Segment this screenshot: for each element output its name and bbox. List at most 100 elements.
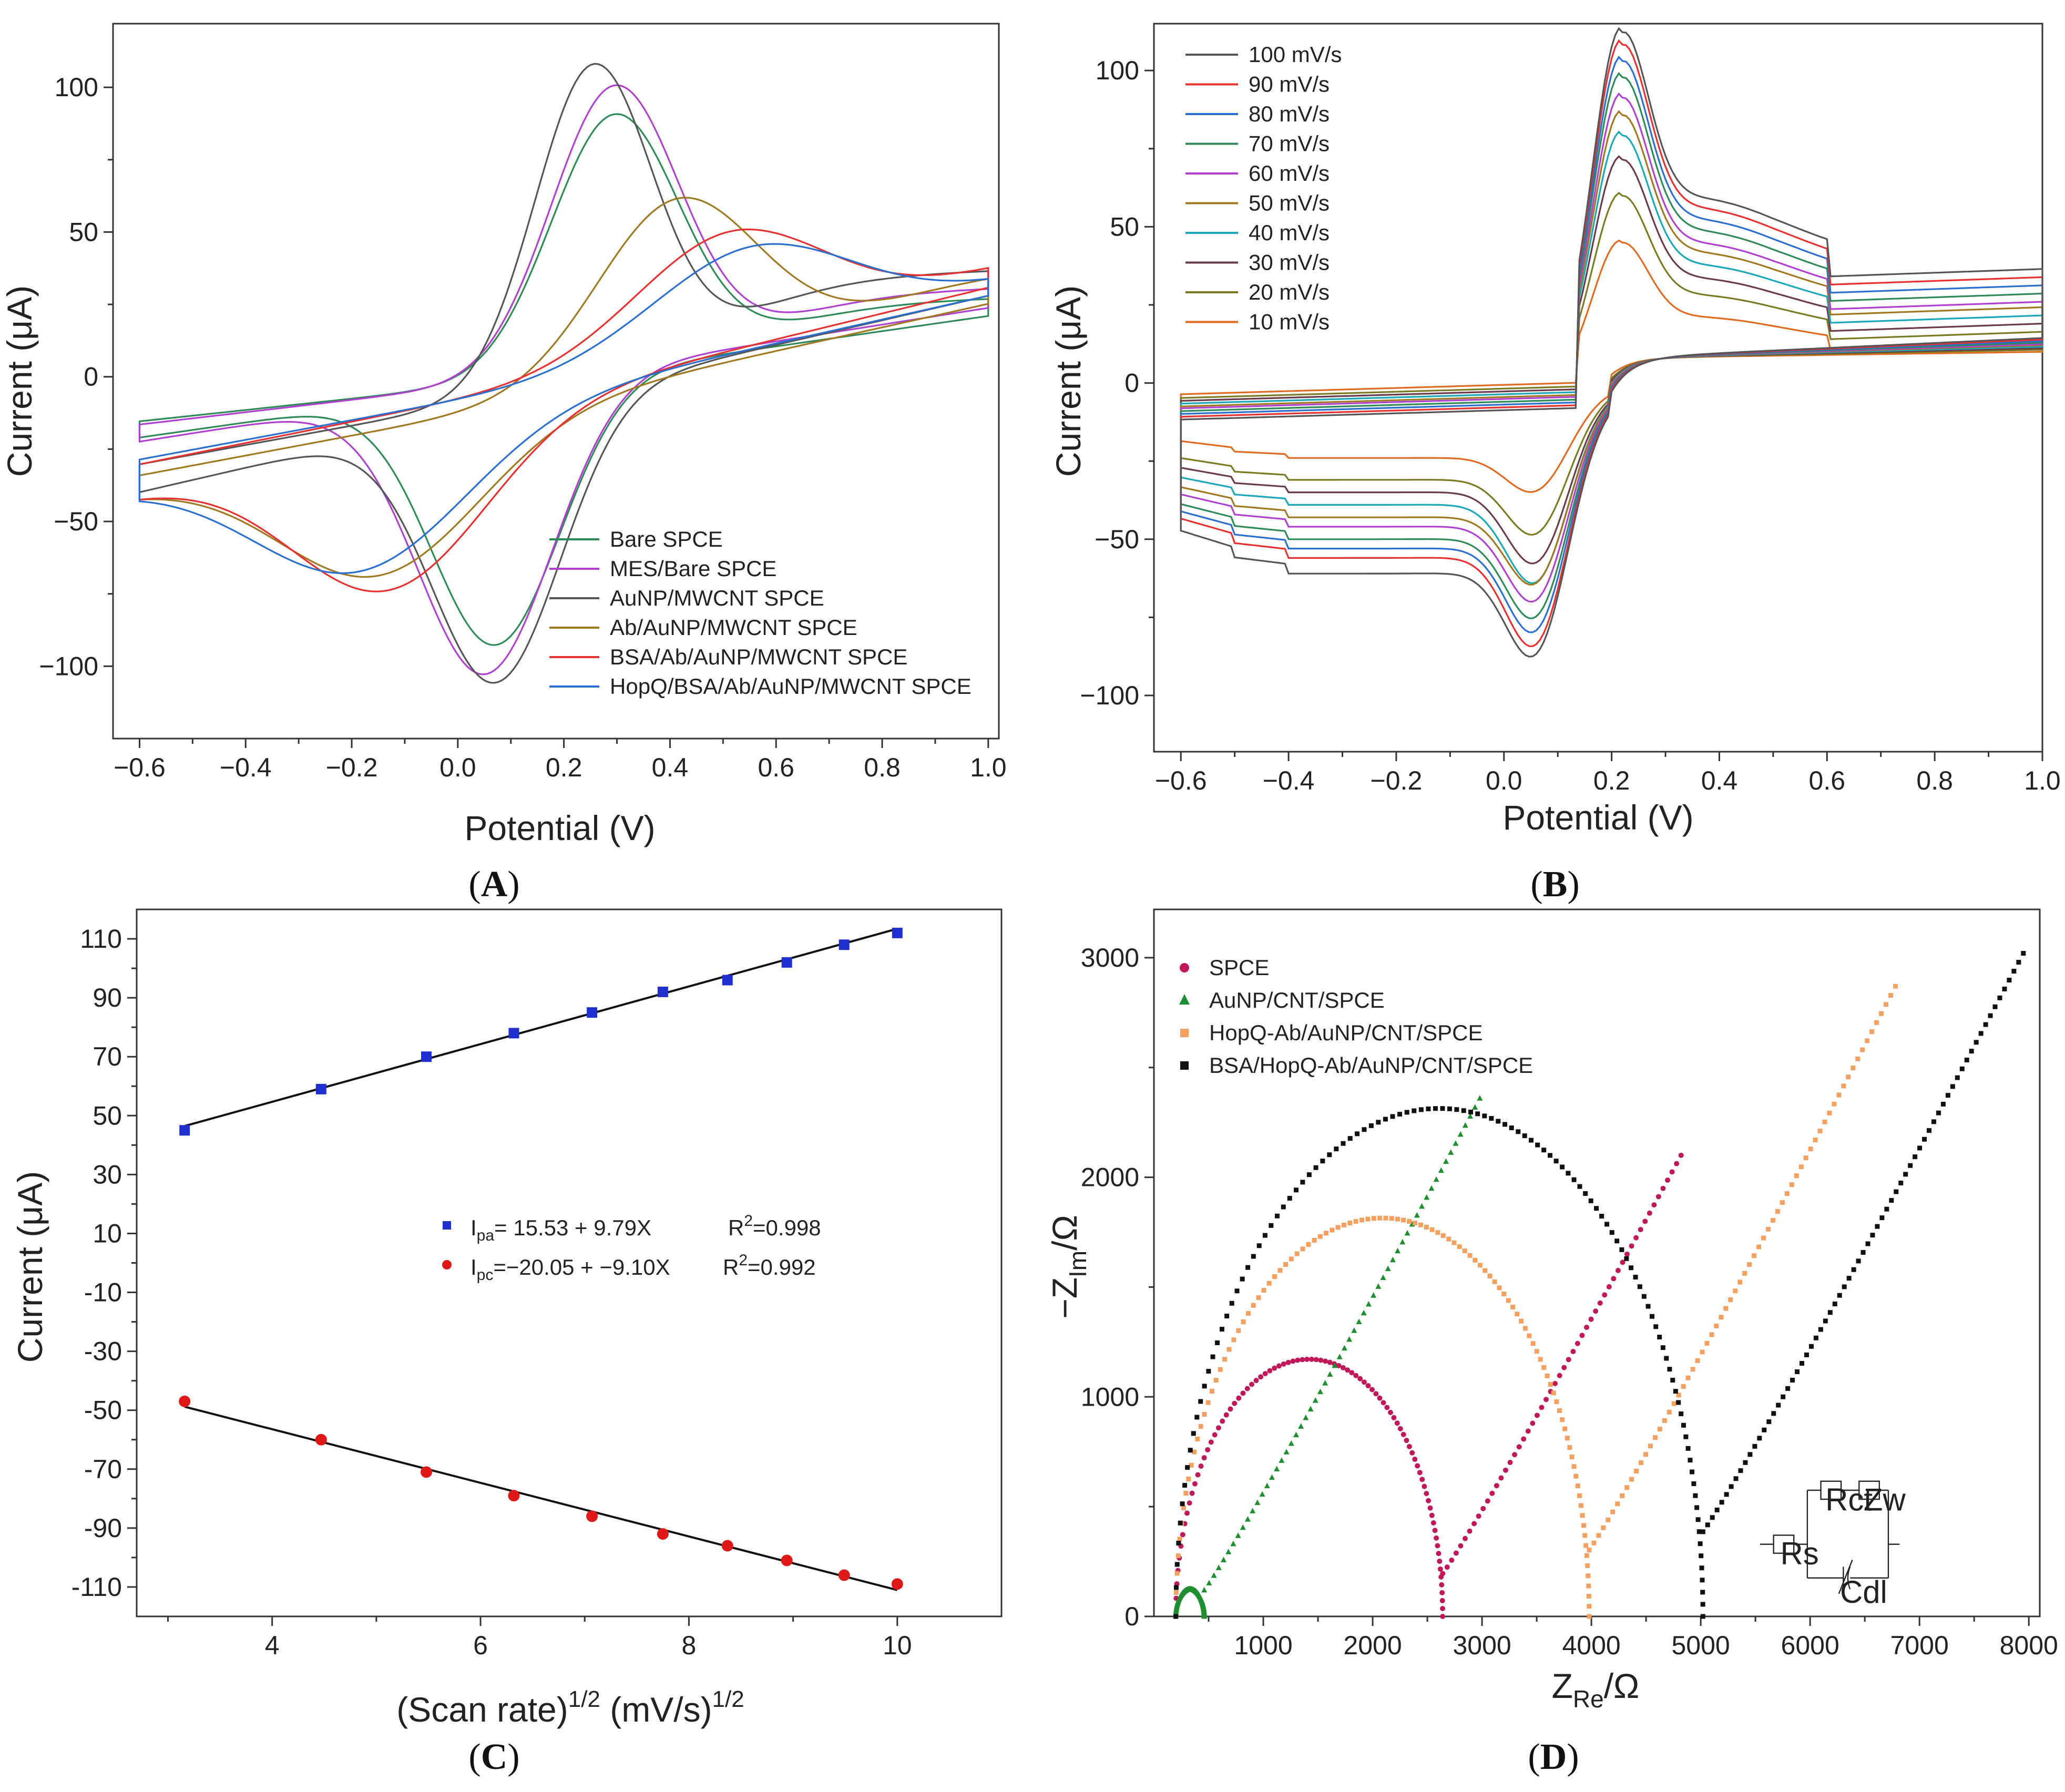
nyquist-point [1633,1235,1639,1241]
nyquist-point [1389,1256,1396,1263]
y-tick-label: 10 [93,1218,122,1248]
data-point-ipc [657,1528,669,1540]
nyquist-point [1371,1216,1376,1221]
nyquist-point [1629,1265,1634,1271]
y-tick-label: 2000 [1081,1163,1139,1192]
nyquist-point [1729,1484,1734,1489]
nyquist-point [1597,1300,1603,1306]
nyquist-point [1261,1288,1266,1293]
nyquist-point [1365,1383,1371,1389]
cv-curve-10-mV-s [1180,239,2043,493]
nyquist-point [1439,1582,1445,1588]
nyquist-point [1477,1263,1483,1268]
nyquist-point [1195,1472,1201,1478]
nyquist-point [1832,1101,1837,1107]
nyquist-point [1709,1332,1714,1337]
nyquist-point [1399,1238,1406,1245]
y-tick-label: −100 [1080,681,1139,710]
nyquist-point [1307,1406,1314,1412]
nyquist-point [1548,1381,1553,1387]
nyquist-point [1327,1359,1333,1365]
nyquist-point [1669,1169,1675,1175]
x-tick-label: 0.6 [758,753,794,782]
nyquist-point [1940,1101,1946,1107]
nyquist-point [1927,1128,1932,1133]
nyquist-point [1381,1400,1386,1406]
nyquist-point [1581,1523,1587,1528]
y-tick-label: 30 [93,1160,122,1189]
data-point-ipa [508,1028,519,1039]
nyquist-point [1225,1549,1232,1554]
nyquist-point [1359,1217,1365,1223]
y-tick-label: 1000 [1081,1382,1139,1411]
nyquist-point [1655,1194,1661,1200]
nyquist-point [1215,1425,1221,1431]
nyquist-point [1336,1363,1342,1368]
nyquist-point [1688,1458,1693,1463]
x-tick-label: 7000 [1890,1631,1949,1660]
nyquist-point [1183,1491,1189,1496]
nyquist-point [1266,1281,1272,1286]
nyquist-point [1447,1106,1452,1111]
nyquist-point [1327,1371,1333,1377]
nyquist-point [1407,1218,1412,1224]
rs-resistor [1773,1534,1795,1554]
nyquist-point [1453,1550,1459,1556]
y-tick-label: -70 [84,1455,122,1484]
nyquist-point [1262,1233,1267,1238]
legend-marker [443,1221,451,1230]
nyquist-point [1277,1268,1283,1273]
nyquist-point [1575,1340,1580,1346]
legend-marker [1180,1029,1189,1037]
nyquist-point [1202,1384,1207,1389]
nyquist-point [1258,1374,1264,1380]
data-point-ipa [892,927,903,938]
nyquist-point [1580,1513,1585,1518]
nyquist-point [1475,1111,1480,1117]
nyquist-point [1747,1452,1753,1457]
nyquist-point [1489,1116,1494,1121]
nyquist-point [1240,1390,1246,1396]
nyquist-point [1770,1217,1775,1223]
data-point-ipc [721,1540,733,1552]
x-tick-label: 0.8 [864,753,901,782]
legend-label: 40 mV/s [1249,220,1330,245]
nyquist-point [1594,1206,1599,1211]
legend-r2: R2=0.992 [723,1252,816,1279]
nyquist-point [1624,1251,1630,1257]
nyquist-point [1213,1378,1219,1383]
nyquist-point [1860,1250,1866,1255]
x-tick-label: 0.0 [1486,766,1522,795]
nyquist-point [1212,1432,1218,1438]
nyquist-point [1822,1119,1827,1124]
nyquist-point [1211,1572,1217,1578]
nyquist-point [1201,1586,1208,1593]
nyquist-point [1293,1187,1299,1193]
x-tick-label: 0.2 [546,753,582,782]
nyquist-point [1604,1222,1610,1227]
nyquist-point [1259,1491,1265,1497]
y-tick-label: 50 [93,1101,122,1130]
plot-frame [112,23,1000,740]
nyquist-point [1917,1145,1923,1151]
nyquist-point [1256,1295,1261,1301]
nyquist-point [1651,1202,1657,1208]
nyquist-point [1205,1447,1211,1452]
nyquist-point [1974,1040,1979,1045]
nyquist-point [1865,1038,1870,1043]
nyquist-point [1462,1122,1468,1128]
nyquist-point [1657,1427,1662,1432]
nyquist-point [2011,968,2017,974]
nyquist-point [2007,977,2012,982]
fit-line-ipc [184,1406,898,1591]
nyquist-point [1586,1583,1591,1589]
nyquist-point [1955,1075,1960,1080]
cv-curve-1 [138,113,989,646]
panel-c-regression-chart: 4 6 8 10 110 90 70 50 30 10 -10 -30 -50 -70 -90 -110 (C)… [11,908,1003,1777]
nyquist-point [1648,1443,1653,1449]
nyquist-point [1335,1225,1341,1230]
nyquist-point [1298,1423,1304,1429]
nyquist-point [1678,1152,1684,1158]
panel-a-cv-chart: −0.6 −0.4 −0.2 0.0 0.2 0.4 0.6 0.8 1.0 −100 −50 0 50… [0,23,1007,905]
